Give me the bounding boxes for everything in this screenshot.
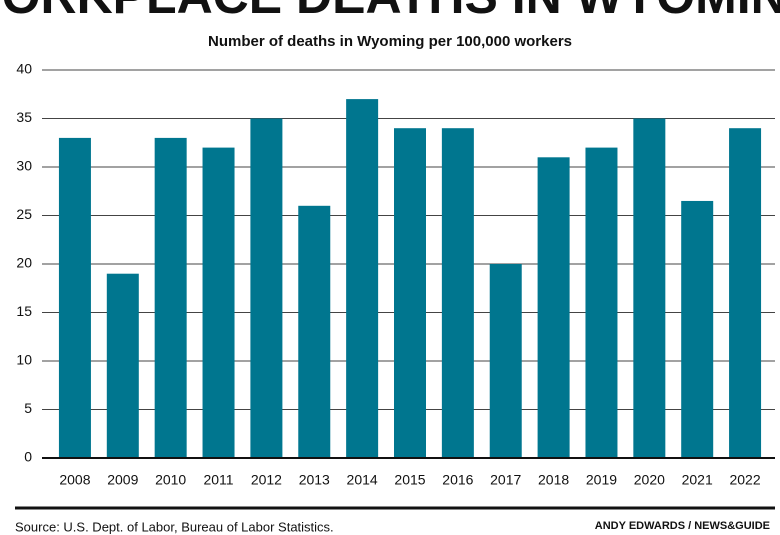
x-tick-label: 2008 xyxy=(59,472,90,488)
x-tick-label: 2011 xyxy=(203,472,233,488)
bar xyxy=(585,147,618,458)
bar xyxy=(346,99,379,458)
y-tick-label: 5 xyxy=(24,400,32,416)
y-tick-label: 40 xyxy=(16,61,32,77)
bar xyxy=(394,128,426,458)
x-tick-label: 2021 xyxy=(682,472,713,488)
x-tick-label: 2010 xyxy=(155,472,186,488)
credit: ANDY EDWARDS / NEWS&GUIDE xyxy=(595,520,770,532)
bar xyxy=(681,200,714,458)
x-tick-label: 2013 xyxy=(299,472,330,488)
bar xyxy=(298,205,331,458)
bar xyxy=(729,128,762,458)
x-tick-label: 2015 xyxy=(394,472,425,488)
x-tick-label: 2022 xyxy=(729,472,760,488)
bar xyxy=(441,128,474,458)
y-tick-label: 30 xyxy=(16,158,32,174)
bar xyxy=(537,157,570,459)
y-tick-label: 25 xyxy=(16,206,32,222)
bar xyxy=(58,137,91,458)
x-tick-label: 2019 xyxy=(586,472,617,488)
bar xyxy=(106,273,139,458)
x-tick-label: 2017 xyxy=(490,472,521,488)
source: Source: U.S. Dept. of Labor, Bureau of L… xyxy=(15,519,334,534)
y-tick-label: 35 xyxy=(16,109,32,125)
x-tick-label: 2018 xyxy=(538,472,569,488)
y-tick-label: 0 xyxy=(24,449,32,465)
bar xyxy=(154,137,187,458)
bar xyxy=(489,264,522,458)
x-tick-label: 2020 xyxy=(634,472,665,488)
bar xyxy=(202,147,235,458)
y-tick-label: 15 xyxy=(16,303,32,319)
x-tick-label: 2009 xyxy=(107,472,138,488)
y-tick-label: 20 xyxy=(16,255,32,271)
x-tick-label: 2016 xyxy=(442,472,473,488)
chart-title: WORKPLACE DEATHS IN WYOMING xyxy=(0,0,780,24)
x-tick-label: 2014 xyxy=(347,472,378,488)
bar xyxy=(250,118,283,458)
bar xyxy=(633,118,666,458)
x-tick-label: 2012 xyxy=(251,472,282,488)
y-tick-label: 10 xyxy=(16,352,32,368)
chart-subtitle: Number of deaths in Wyoming per 100,000 … xyxy=(208,33,572,50)
